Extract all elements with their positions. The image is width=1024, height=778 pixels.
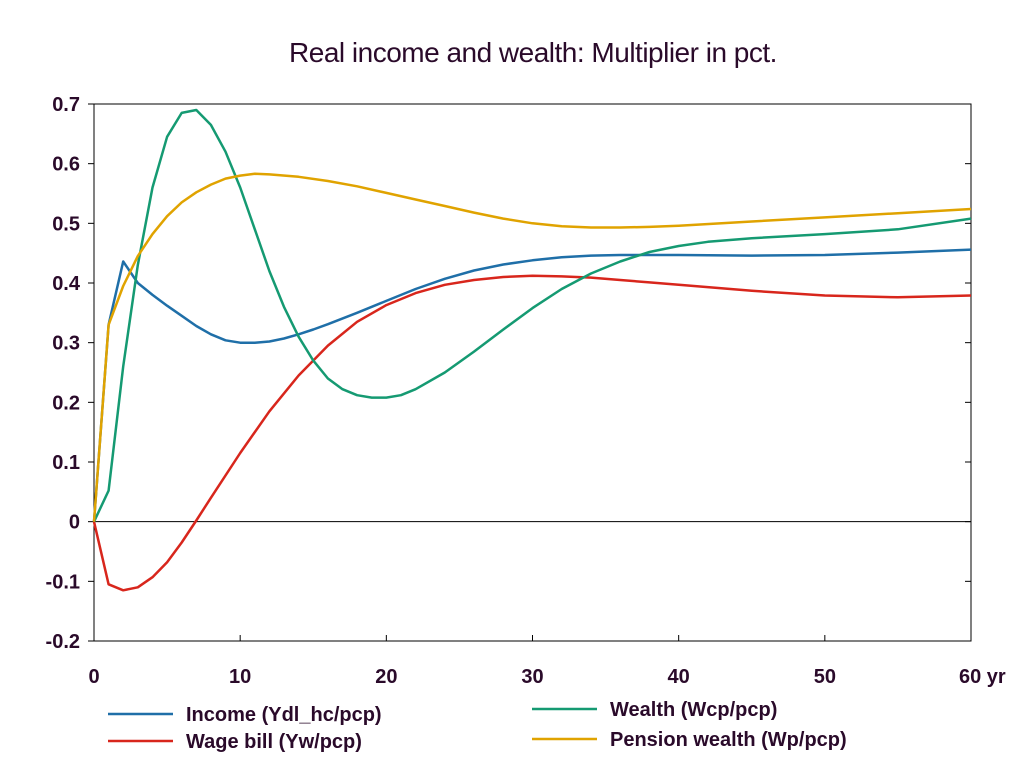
y-tick-label: 0: [69, 512, 80, 534]
x-tick-label: 0: [88, 666, 99, 688]
plot-area-frame: [93, 103, 972, 642]
series-layer: [92, 108, 972, 592]
legend-label: Income (Ydl_hc/pcp): [186, 704, 382, 726]
legend-item-3: Wealth (Wcp/pcp): [532, 699, 777, 721]
series-line-2: [92, 274, 972, 592]
chart-title: Real income and wealth: Multiplier in pc…: [289, 37, 777, 68]
x-tick-label: 50: [814, 666, 836, 688]
y-tick-label: 0.1: [52, 452, 80, 474]
x-tick-label: 10: [229, 666, 251, 688]
legend-label: Wage bill (Yw/pcp): [186, 731, 362, 753]
y-tick-label: 0.4: [52, 273, 81, 295]
legend-label: Wealth (Wcp/pcp): [610, 699, 777, 721]
x-tick-label: 30: [521, 666, 543, 688]
legend-item-2: Wage bill (Yw/pcp): [108, 731, 362, 753]
series-line-1: [92, 248, 972, 522]
x-tick-label: 60 yr: [959, 666, 1006, 688]
y-tick-label: 0.7: [52, 94, 80, 116]
x-tick-label: 40: [668, 666, 690, 688]
y-tick-label: -0.1: [46, 571, 80, 593]
legend-item-1: Income (Ydl_hc/pcp): [108, 704, 382, 726]
y-tick-label: 0.2: [52, 392, 80, 414]
y-tick-label: 0.3: [52, 333, 80, 355]
y-tick-label: -0.2: [46, 631, 80, 653]
series-line-3: [92, 108, 972, 523]
legend-label: Pension wealth (Wp/pcp): [610, 729, 847, 751]
x-tick-label: 20: [375, 666, 397, 688]
y-tick-label: 0.6: [52, 154, 80, 176]
y-tick-label: 0.5: [52, 213, 80, 235]
legend: Income (Ydl_hc/pcp) Wage bill (Yw/pcp) Wea…: [108, 699, 847, 753]
ticks-layer: 0.7 0.6 0.5 0.4 0.3 0.2 0.1 0 -0.1 -0.2 0 10 20 30 40 5…: [46, 94, 1006, 688]
series-line-4: [92, 172, 972, 522]
legend-item-4: Pension wealth (Wp/pcp): [532, 729, 847, 751]
